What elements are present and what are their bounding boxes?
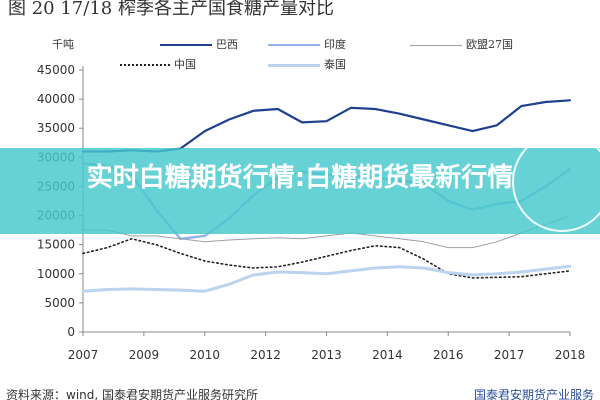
x-tick-label: 2014: [372, 348, 403, 362]
legend-label-brazil: 巴西: [216, 38, 238, 51]
legend-label-eu27: 欧盟27国: [466, 38, 513, 51]
page-title: 图 20 17/18 榨季各主产国食糖产量对比: [8, 0, 334, 19]
series-line-china: [82, 238, 571, 279]
series-line-eu27: [82, 215, 571, 249]
legend-swatch-brazil: [160, 44, 212, 46]
x-tick-label: 2009: [129, 348, 160, 362]
x-tick-label: 2018: [555, 348, 586, 362]
legend-label-china: 中国: [174, 58, 196, 71]
y-tick-label: 35000: [37, 121, 75, 135]
legend-swatch-thailand: [268, 63, 320, 67]
source-note: 资料来源：wind, 国泰君安期货产业服务研究所: [6, 388, 259, 400]
legend-brazil: 巴西: [160, 36, 238, 52]
legend-thailand: 泰国: [268, 56, 346, 72]
banner-circle-decoration: [512, 132, 600, 232]
legend-label-india: 印度: [324, 38, 346, 51]
y-tick-label: 5000: [44, 296, 75, 310]
legend-swatch-eu27: [410, 44, 462, 46]
legend-eu27: 欧盟27国: [410, 36, 513, 52]
y-tick-label: 10000: [37, 267, 75, 281]
watermark: 国泰君安期货产业服务: [473, 388, 594, 400]
y-tick-label: 45000: [37, 63, 75, 77]
legend-india: 印度: [268, 36, 346, 52]
y-tick-label: 0: [67, 325, 75, 339]
x-tick-label: 2012: [250, 348, 281, 362]
x-tick-label: 2007: [68, 348, 99, 362]
legend-label-thailand: 泰国: [324, 58, 346, 71]
y-axis-unit-label: 千吨: [52, 38, 74, 51]
series-line-brazil: [81, 99, 572, 153]
x-tick-label: 2016: [433, 348, 464, 362]
legend-swatch-india: [268, 44, 320, 46]
x-tick-label: 2010: [189, 348, 220, 362]
x-tick-label: 2013: [311, 348, 342, 362]
banner-headline[interactable]: 实时白糖期货行情:白糖期货最新行情: [86, 163, 514, 193]
legend-swatch-china: [120, 64, 170, 66]
legend-china: 中国: [120, 56, 196, 72]
headline-banner: [0, 148, 600, 234]
y-tick-label: 15000: [37, 238, 75, 252]
y-tick-label: 40000: [37, 92, 75, 106]
series-line-thailand: [81, 264, 572, 293]
x-tick-label: 2017: [494, 348, 525, 362]
